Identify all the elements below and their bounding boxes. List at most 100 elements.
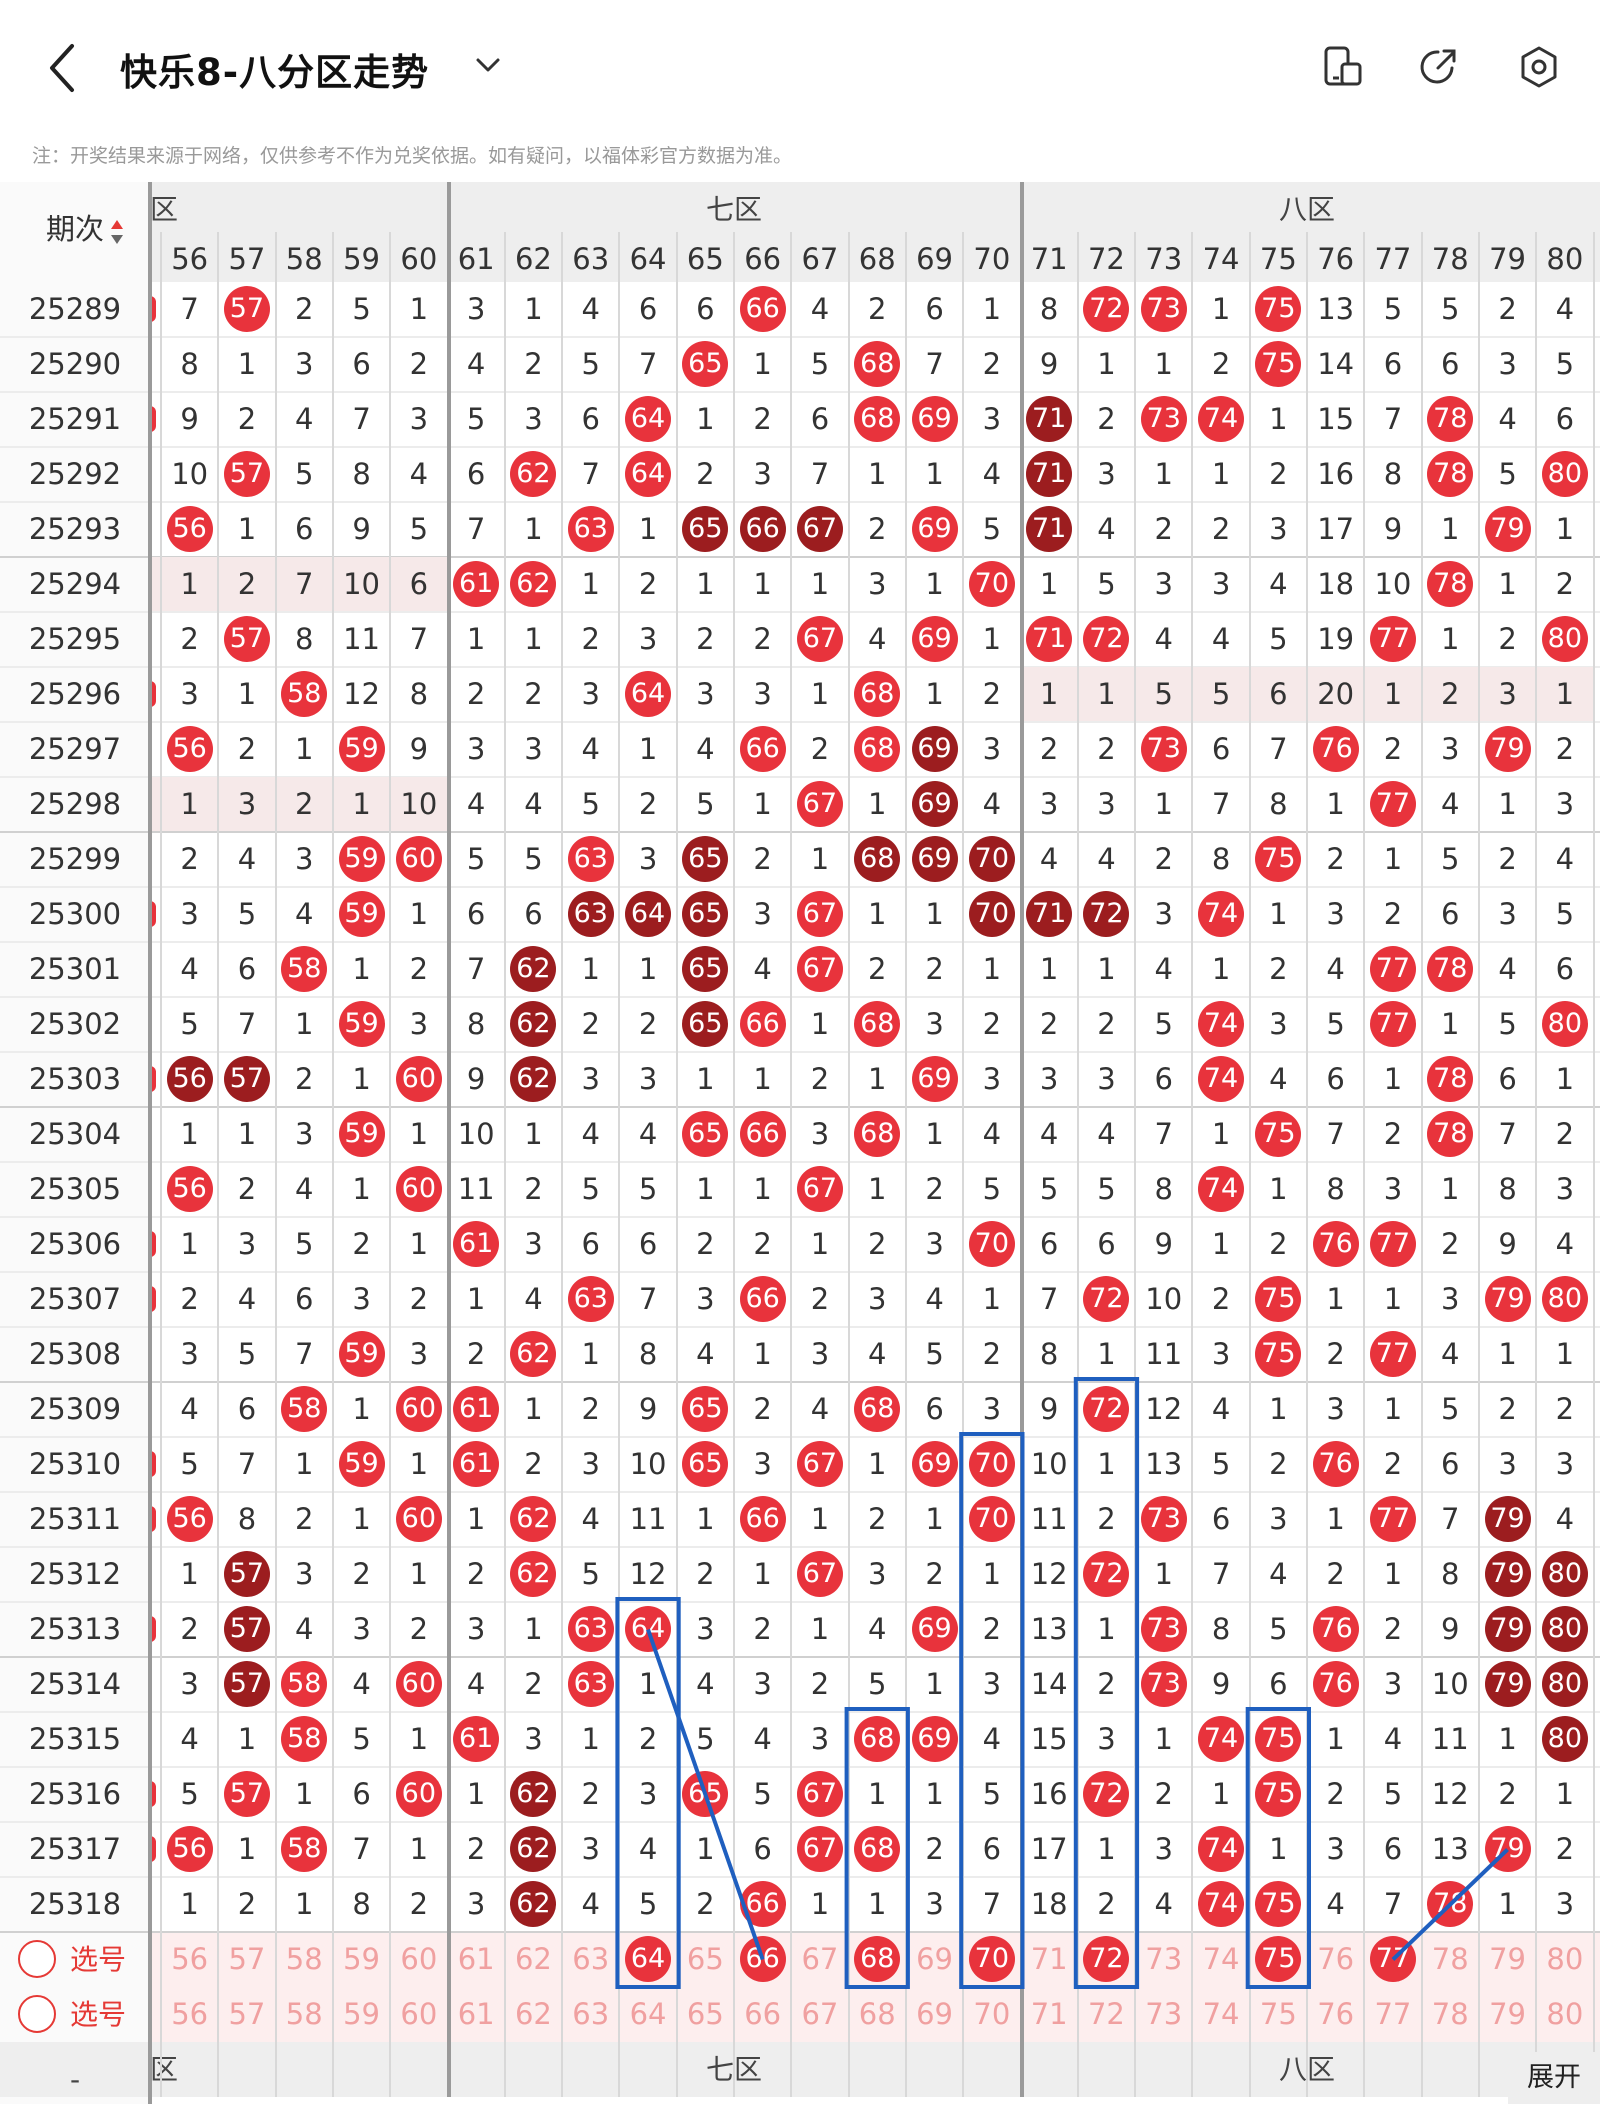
column-header-67[interactable]: 67 bbox=[801, 242, 839, 276]
number-ball[interactable]: 57 bbox=[223, 451, 270, 497]
number-ball[interactable]: 64 bbox=[625, 451, 672, 497]
issue-number[interactable]: 25299 bbox=[28, 842, 122, 876]
select-number[interactable]: 70 bbox=[973, 1997, 1011, 2031]
number-ball[interactable]: 67 bbox=[796, 1441, 843, 1487]
number-ball[interactable]: 77 bbox=[1369, 946, 1416, 992]
number-ball[interactable]: 75 bbox=[1255, 1331, 1302, 1377]
issue-number[interactable]: 25313 bbox=[28, 1612, 122, 1646]
select-number[interactable]: 67 bbox=[801, 1997, 839, 2031]
number-ball[interactable]: 63 bbox=[567, 506, 614, 552]
select-number[interactable]: 69 bbox=[916, 1942, 953, 1976]
number-ball[interactable]: 72 bbox=[1083, 286, 1130, 332]
page-title[interactable]: 快乐8-八分区走势 bbox=[120, 51, 430, 94]
number-ball[interactable]: 69 bbox=[911, 1716, 958, 1762]
number-ball[interactable]: 58 bbox=[281, 671, 328, 717]
number-ball[interactable]: 76 bbox=[1312, 726, 1359, 772]
column-header-70[interactable]: 70 bbox=[973, 242, 1011, 276]
number-ball[interactable]: 61 bbox=[453, 1441, 500, 1487]
number-ball[interactable]: 62 bbox=[510, 1826, 557, 1872]
column-header-72[interactable]: 72 bbox=[1087, 242, 1125, 276]
number-ball[interactable]: 61 bbox=[453, 1386, 500, 1432]
number-ball[interactable]: 65 bbox=[682, 506, 729, 552]
column-header-64[interactable]: 64 bbox=[629, 242, 667, 276]
issue-number[interactable]: 25310 bbox=[28, 1447, 122, 1481]
number-ball[interactable]: 58 bbox=[281, 1826, 328, 1872]
column-header-60[interactable]: 60 bbox=[400, 242, 438, 276]
number-ball[interactable]: 56 bbox=[166, 726, 213, 772]
number-ball[interactable]: 56 bbox=[166, 1496, 213, 1542]
back-arrow-icon[interactable] bbox=[40, 38, 90, 98]
number-ball[interactable]: 66 bbox=[739, 506, 786, 552]
number-ball[interactable]: 68 bbox=[854, 726, 901, 772]
number-ball[interactable]: 58 bbox=[281, 1661, 328, 1707]
number-ball[interactable]: 62 bbox=[510, 561, 557, 607]
number-ball[interactable]: 80 bbox=[1541, 1606, 1588, 1652]
number-ball[interactable]: 57 bbox=[223, 1606, 270, 1652]
number-ball[interactable]: 69 bbox=[911, 506, 958, 552]
number-ball[interactable]: 74 bbox=[1198, 1716, 1245, 1762]
number-ball[interactable]: 59 bbox=[338, 1441, 385, 1487]
number-ball[interactable]: 65 bbox=[682, 1386, 729, 1432]
number-ball[interactable]: 65 bbox=[682, 1441, 729, 1487]
number-ball[interactable]: 77 bbox=[1369, 1331, 1416, 1377]
number-ball[interactable]: 61 bbox=[453, 561, 500, 607]
number-ball[interactable]: 59 bbox=[338, 1331, 385, 1377]
select-number[interactable]: 56 bbox=[171, 1942, 209, 1976]
number-ball[interactable]: 79 bbox=[1484, 506, 1531, 552]
number-ball[interactable]: 56 bbox=[166, 1056, 213, 1102]
number-ball[interactable]: 61 bbox=[453, 1221, 500, 1267]
number-ball[interactable]: 66 bbox=[739, 1001, 786, 1047]
number-ball[interactable]: 58 bbox=[281, 1716, 328, 1762]
select-number[interactable]: 80 bbox=[1546, 1942, 1584, 1976]
issue-number[interactable]: 25295 bbox=[28, 622, 122, 656]
select-number[interactable]: 77 bbox=[1374, 1997, 1412, 2031]
number-ball[interactable]: 79 bbox=[1484, 1826, 1531, 1872]
number-ball[interactable]: 60 bbox=[395, 1386, 442, 1432]
select-number[interactable]: 67 bbox=[801, 1942, 839, 1976]
number-ball[interactable]: 80 bbox=[1541, 1661, 1588, 1707]
selected-ball[interactable]: 70 bbox=[968, 1936, 1015, 1982]
number-ball[interactable]: 64 bbox=[625, 671, 672, 717]
number-ball[interactable]: 68 bbox=[854, 396, 901, 442]
issue-number[interactable]: 25307 bbox=[28, 1282, 122, 1316]
number-ball[interactable]: 68 bbox=[854, 1111, 901, 1157]
number-ball[interactable]: 68 bbox=[854, 836, 901, 882]
number-ball[interactable]: 59 bbox=[338, 1111, 385, 1157]
number-ball[interactable]: 63 bbox=[567, 1606, 614, 1652]
number-ball[interactable]: 80 bbox=[1541, 1276, 1588, 1322]
number-ball[interactable]: 58 bbox=[281, 946, 328, 992]
selected-ball[interactable]: 64 bbox=[625, 1936, 672, 1982]
column-header-75[interactable]: 75 bbox=[1259, 242, 1297, 276]
column-header-69[interactable]: 69 bbox=[916, 242, 953, 276]
number-ball[interactable]: 79 bbox=[1484, 1661, 1531, 1707]
number-ball[interactable]: 71 bbox=[1026, 396, 1073, 442]
number-ball[interactable]: 67 bbox=[796, 506, 843, 552]
column-header-66[interactable]: 66 bbox=[744, 242, 782, 276]
select-number[interactable]: 79 bbox=[1489, 1942, 1526, 1976]
number-ball[interactable]: 74 bbox=[1198, 1826, 1245, 1872]
number-ball[interactable]: 75 bbox=[1255, 341, 1302, 387]
sort-icon[interactable] bbox=[110, 218, 124, 246]
number-ball[interactable]: 71 bbox=[1026, 616, 1073, 662]
issue-number[interactable]: 25308 bbox=[28, 1337, 122, 1371]
select-radio[interactable] bbox=[18, 1995, 56, 2033]
number-ball[interactable]: 75 bbox=[1255, 1771, 1302, 1817]
number-ball[interactable]: 63 bbox=[567, 1661, 614, 1707]
number-ball[interactable]: 69 bbox=[911, 1606, 958, 1652]
number-ball[interactable]: 74 bbox=[1198, 1881, 1245, 1927]
column-header-74[interactable]: 74 bbox=[1202, 242, 1240, 276]
number-ball[interactable]: 65 bbox=[682, 1771, 729, 1817]
issue-number[interactable]: 25314 bbox=[28, 1667, 122, 1701]
number-ball[interactable]: 65 bbox=[682, 891, 729, 937]
column-header-78[interactable]: 78 bbox=[1431, 242, 1469, 276]
select-number[interactable]: 59 bbox=[343, 1997, 380, 2031]
number-ball[interactable]: 79 bbox=[1484, 1551, 1531, 1597]
issue-number[interactable]: 25304 bbox=[28, 1117, 122, 1151]
number-ball[interactable]: 66 bbox=[739, 286, 786, 332]
issue-number[interactable]: 25294 bbox=[28, 567, 122, 601]
device-layout-icon[interactable] bbox=[1320, 44, 1366, 90]
number-ball[interactable]: 66 bbox=[739, 726, 786, 772]
number-ball[interactable]: 68 bbox=[854, 1001, 901, 1047]
number-ball[interactable]: 67 bbox=[796, 1826, 843, 1872]
number-ball[interactable]: 75 bbox=[1255, 286, 1302, 332]
